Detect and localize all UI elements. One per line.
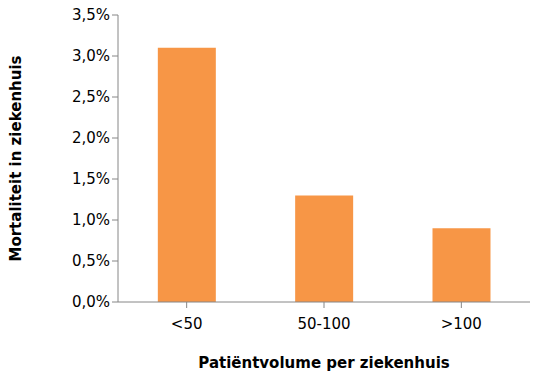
svg-text:50-100: 50-100 [297, 315, 350, 333]
svg-text:3,5%: 3,5% [72, 8, 110, 24]
svg-text:1,0%: 1,0% [72, 211, 110, 229]
svg-text:Patiëntvolume per ziekenhuis: Patiëntvolume per ziekenhuis [198, 354, 449, 372]
svg-text:2,0%: 2,0% [72, 129, 110, 147]
svg-text:3,0%: 3,0% [72, 47, 110, 65]
svg-text:1,5%: 1,5% [72, 170, 110, 188]
svg-text:2,5%: 2,5% [72, 88, 110, 106]
svg-text:0,0%: 0,0% [72, 293, 110, 311]
svg-text:>100: >100 [441, 315, 482, 333]
svg-text:0,5%: 0,5% [72, 252, 110, 270]
svg-text:Mortaliteit in ziekenhuis: Mortaliteit in ziekenhuis [8, 55, 25, 261]
svg-text:<50: <50 [171, 315, 203, 333]
